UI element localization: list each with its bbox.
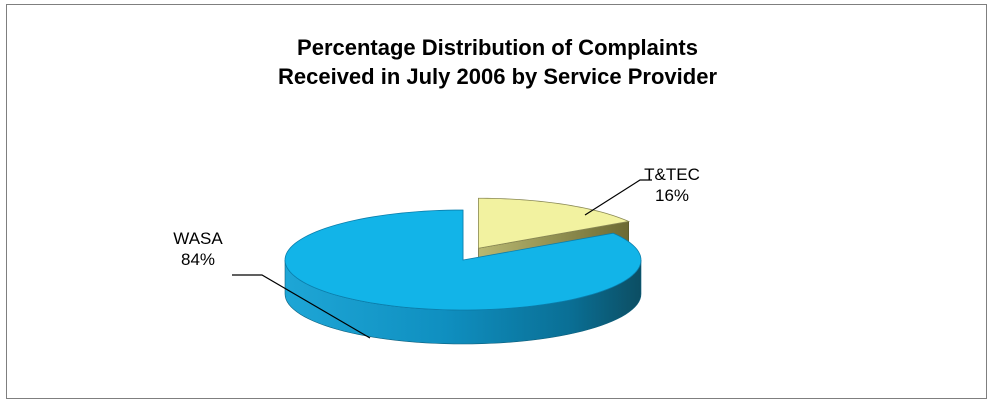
- leader-line-ttec: [584, 179, 652, 216]
- label-wasa-value: 84%: [181, 250, 215, 269]
- leader-line-wasa: [232, 274, 371, 339]
- label-wasa-name: WASA: [173, 229, 223, 248]
- label-ttec-value: 16%: [655, 186, 689, 205]
- slice-wasa: [284, 209, 642, 311]
- label-ttec-name: T&TEC: [644, 165, 700, 184]
- chart-title-line-1: Percentage Distribution of Complaints: [297, 35, 698, 60]
- chart-title: Percentage Distribution of Complaints Re…: [7, 33, 988, 91]
- chart-title-line-2: Received in July 2006 by Service Provide…: [277, 64, 718, 89]
